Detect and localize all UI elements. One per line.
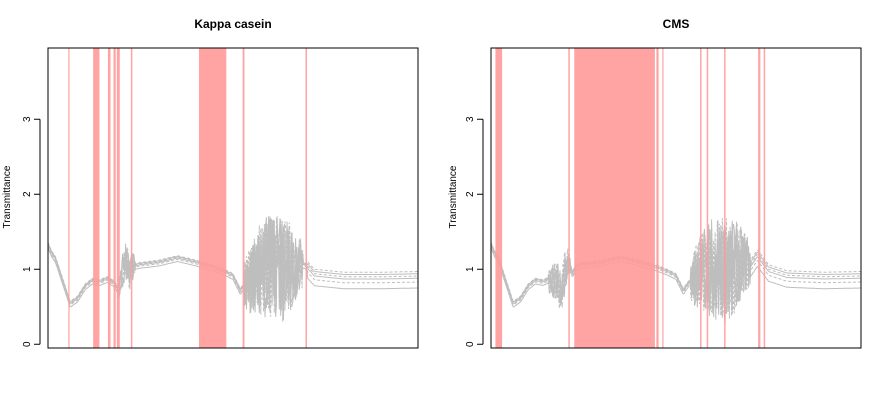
- highlight-region: [724, 48, 726, 348]
- y-tick-label: 0: [22, 341, 33, 347]
- series-line: [490, 217, 861, 316]
- highlight-region: [495, 48, 503, 348]
- chart-title: CMS: [663, 17, 690, 31]
- highlight-region: [763, 48, 766, 348]
- highlight-region: [758, 48, 761, 348]
- highlight-region: [568, 48, 570, 348]
- series-line: [490, 221, 861, 316]
- highlight-region: [662, 48, 664, 348]
- highlight-region: [130, 48, 133, 348]
- series-line: [490, 220, 861, 318]
- highlight-region: [305, 48, 307, 348]
- highlight-region: [656, 48, 659, 348]
- highlight-region: [706, 48, 709, 348]
- series-line: [47, 216, 418, 314]
- chart-title: Kappa casein: [194, 17, 271, 31]
- highlight-region: [93, 48, 100, 348]
- highlight-region: [198, 48, 227, 348]
- highlight-region: [700, 48, 702, 348]
- series-line: [490, 223, 861, 319]
- y-tick-label: 0: [465, 341, 476, 347]
- series-line: [490, 219, 861, 318]
- y-tick-label: 2: [465, 191, 476, 197]
- highlight-region: [242, 48, 245, 348]
- chart-panel-kappa-casein: Kappa casein Transmittance 0 1 2 3: [2, 17, 419, 349]
- highlight-region: [68, 48, 70, 348]
- highlight-region: [116, 48, 120, 348]
- y-tick-label: 3: [22, 116, 33, 122]
- series-line: [47, 216, 418, 314]
- y-tick-label: 1: [22, 266, 33, 272]
- series-line: [47, 218, 418, 323]
- series-line: [47, 216, 418, 317]
- y-tick-label: 2: [22, 191, 33, 197]
- highlight-region: [574, 48, 655, 348]
- y-tick-label: 3: [465, 116, 476, 122]
- series-line: [47, 221, 418, 315]
- y-axis-label: Transmittance: [2, 165, 13, 228]
- highlight-region: [107, 48, 111, 348]
- plot-frame: [47, 47, 419, 349]
- series-line: [47, 217, 418, 317]
- chart-panel-cms: CMS Transmittance 0 1 2 3: [448, 17, 862, 349]
- y-axis-label: Transmittance: [448, 165, 459, 228]
- y-tick-label: 1: [465, 266, 476, 272]
- highlight-region: [113, 48, 116, 348]
- plot-frame: [490, 47, 862, 349]
